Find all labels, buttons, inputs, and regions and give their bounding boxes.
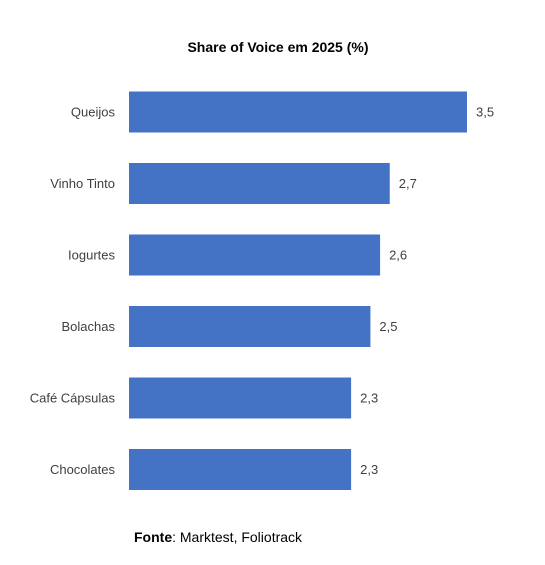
source-text: Marktest, Foliotrack [176, 529, 303, 545]
category-label: Bolachas [62, 319, 116, 334]
bars-group: Queijos 3,5 Vinho Tinto 2,7 Iogurtes 2,6 Bolac… [30, 91, 494, 490]
category-label: Café Cápsulas [30, 391, 116, 406]
value-label: 3,5 [476, 105, 494, 120]
category-label: Queijos [71, 105, 116, 120]
bar-2 [129, 234, 381, 276]
bar-3 [129, 306, 371, 347]
category-label: Chocolates [50, 462, 116, 477]
value-label: 2,3 [360, 462, 378, 477]
value-label: 2,3 [360, 391, 378, 406]
bar-1 [129, 163, 390, 204]
source-separator: : [172, 529, 176, 545]
bar-5 [129, 449, 352, 490]
value-label: 2,7 [399, 176, 417, 191]
category-label: Vinho Tinto [50, 176, 115, 191]
bar-4 [129, 377, 352, 419]
chart-title: Share of Voice em 2025 (%) [187, 39, 368, 55]
source-note: Fonte: Marktest, Foliotrack [134, 529, 302, 545]
bar-0 [129, 91, 467, 133]
value-label: 2,5 [379, 319, 397, 334]
category-label: Iogurtes [68, 248, 115, 263]
value-label: 2,6 [389, 248, 407, 263]
bar-chart: Share of Voice em 2025 (%) Queijos 3,5 Vin… [30, 39, 494, 490]
source-label: Fonte [134, 529, 173, 545]
